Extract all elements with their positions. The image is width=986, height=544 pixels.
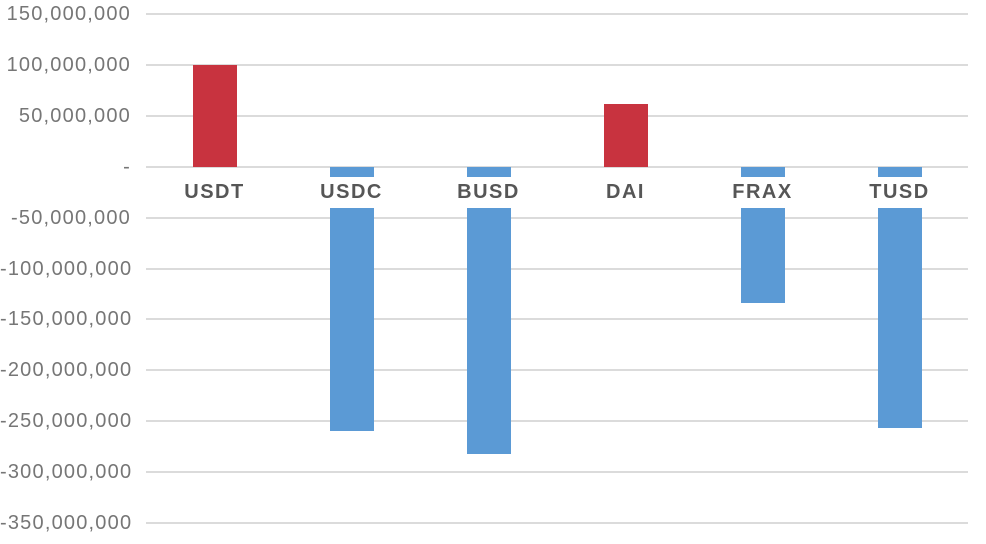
gridline [146, 471, 968, 474]
category-label-frax: FRAX [724, 176, 801, 208]
y-axis-tick-label: -50,000,000 [11, 206, 131, 229]
y-axis-tick-label: -300,000,000 [0, 461, 133, 484]
gridline [146, 369, 968, 372]
y-axis-tick-label: -250,000,000 [0, 410, 133, 433]
y-axis-tick-label: -200,000,000 [0, 359, 133, 382]
bar-tusd [877, 166, 922, 429]
category-label-dai: DAI [598, 176, 653, 208]
category-label-tusd: TUSD [861, 176, 938, 208]
gridline [146, 318, 968, 321]
gridline [146, 114, 968, 117]
gridline [146, 420, 968, 423]
y-axis-tick-label: 100,000,000 [6, 53, 131, 76]
gridline [146, 267, 968, 270]
gridline [146, 165, 968, 168]
category-label-usdt: USDT [176, 176, 253, 208]
bar-dai [603, 103, 648, 167]
bar-busd [466, 166, 511, 454]
bar-usdt [192, 64, 237, 167]
y-axis-tick-label: - [123, 155, 131, 178]
y-axis-tick-label: 150,000,000 [6, 3, 131, 25]
category-label-busd: BUSD [449, 176, 528, 208]
gridline [146, 13, 968, 15]
y-axis-tick-label: -350,000,000 [0, 512, 133, 534]
category-label-usdc: USDC [312, 176, 391, 208]
bar-usdc [329, 166, 374, 432]
gridline [146, 522, 968, 524]
y-axis-tick-label: 50,000,000 [18, 104, 131, 127]
y-axis-tick-label: -100,000,000 [0, 257, 133, 280]
gridline [146, 216, 968, 219]
gridline [146, 63, 968, 66]
y-axis-tick-label: -150,000,000 [0, 308, 133, 331]
